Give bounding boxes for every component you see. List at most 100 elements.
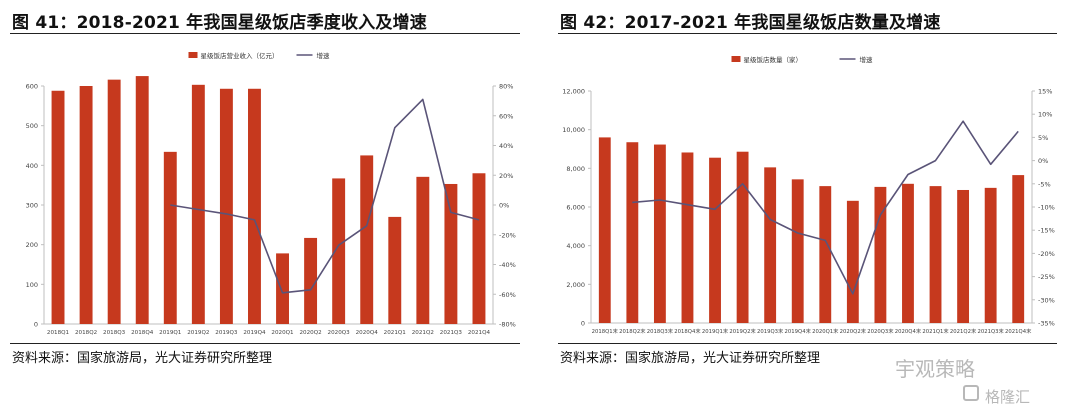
bar: [598, 137, 611, 323]
y-tick-label-left: 200: [26, 241, 38, 249]
bar: [791, 179, 804, 323]
bar: [764, 167, 777, 323]
y-tick-label-left: 12,000: [562, 88, 585, 96]
growth-line: [170, 98, 480, 294]
y-tick-label-right: 10%: [1038, 111, 1052, 119]
x-tick-label: 2018Q2: [75, 330, 97, 336]
y-tick-label-left: 0: [581, 320, 585, 328]
legend-label: 星级饭店数量（家）: [744, 55, 803, 64]
y-tick-label-right: 0%: [499, 202, 509, 210]
y-tick-label-right: -5%: [1038, 180, 1051, 188]
y-tick-label-right: 15%: [1038, 88, 1052, 96]
source-note: 资料来源：国家旅游局，光大证券研究所整理: [12, 351, 273, 366]
y-tick-label-right: -40%: [499, 261, 516, 269]
chart-title: 图 42：2017-2021 年我国星级饭店数量及增速: [560, 13, 941, 33]
y-tick-label-right: 5%: [1038, 134, 1048, 142]
y-tick-label-right: 0%: [1038, 157, 1048, 165]
y-tick-label-right: 40%: [499, 142, 513, 150]
y-tick-label-right: 20%: [499, 172, 513, 180]
x-tick-label: 2020Q3末: [867, 327, 894, 335]
chart-count: 星级饭店数量（家） 增速 0 2,000 4,000 6,000 8,000 10,000 12…: [562, 55, 1055, 335]
y-tick-label-right: -80%: [499, 321, 516, 329]
watermark-brand: 格隆汇: [985, 388, 1031, 406]
bar: [135, 76, 149, 324]
x-tick-label: 2021Q1末: [922, 327, 949, 335]
y-tick-label-right: -35%: [1038, 320, 1055, 328]
y-tick-label-left: 100: [26, 281, 38, 289]
y-tick-label-right: -15%: [1038, 227, 1055, 235]
bar: [163, 151, 177, 324]
growth-line: [632, 120, 1019, 295]
bar: [846, 200, 859, 323]
brand-logo-icon: [963, 385, 979, 401]
x-tick-label: 2020Q2: [299, 330, 321, 336]
chart-panel-count: 图 42：2017-2021 年我国星级饭店数量及增速 星级饭店数量（家） 增速 0…: [548, 0, 1067, 414]
bar: [874, 186, 887, 323]
bottom-rule: [558, 343, 1057, 344]
bar: [360, 155, 374, 324]
x-tick-label: 2018Q1: [47, 330, 70, 336]
bar: [819, 186, 832, 323]
chart-panel-revenue: 图 41：2018-2021 年我国星级饭店季度收入及增速 星级饭店营业收入（亿…: [0, 0, 530, 414]
x-tick-label: 2020Q4末: [895, 327, 922, 335]
y-tick-label-left: 600: [26, 83, 38, 91]
bar: [107, 79, 121, 324]
y-tick-label-left: 2,000: [566, 281, 585, 289]
y-tick-label-left: 8,000: [566, 165, 585, 173]
bar: [902, 183, 914, 323]
y-tick-label-right: 80%: [499, 83, 513, 91]
x-tick-label: 2019Q1末: [702, 327, 729, 335]
bar: [984, 187, 997, 323]
legend-bar-swatch: [731, 56, 741, 62]
chart-revenue: 星级饭店营业收入（亿元） 增速 0 100 200 300 400 500 600 -80% -60…: [26, 51, 516, 336]
bar: [332, 178, 346, 324]
bar: [276, 253, 289, 324]
legend-bar-swatch: [188, 52, 198, 58]
y-tick-label-left: 500: [26, 122, 38, 130]
chart-title: 图 41：2018-2021 年我国星级饭店季度收入及增速: [12, 13, 427, 33]
x-tick-label: 2020Q1: [271, 330, 294, 336]
y-tick-label-right: 60%: [499, 112, 513, 120]
x-tick-label: 2021Q2: [412, 330, 434, 336]
legend-label: 增速: [860, 55, 874, 64]
bar: [304, 237, 318, 324]
y-tick-label-left: 0: [34, 321, 38, 329]
source-note: 资料来源：国家旅游局，光大证券研究所整理: [560, 351, 821, 366]
x-tick-label: 2021Q1: [384, 330, 407, 336]
bar: [929, 186, 942, 323]
y-tick-label-right: -20%: [499, 231, 516, 239]
y-tick-label-left: 4,000: [566, 242, 585, 250]
y-tick-label-left: 10,000: [562, 126, 585, 134]
bar: [653, 144, 666, 323]
bar: [248, 88, 261, 324]
x-tick-label: 2020Q4: [356, 330, 379, 336]
x-tick-label: 2020Q3: [328, 330, 351, 336]
x-tick-label: 2018Q3末: [647, 327, 674, 335]
x-tick-label: 2020Q2末: [840, 327, 867, 335]
x-tick-label: 2019Q2: [187, 330, 209, 336]
x-tick-label: 2020Q1末: [812, 327, 839, 335]
x-tick-label: 2019Q1: [159, 330, 182, 336]
watermark-name: 宇观策略: [895, 357, 975, 381]
x-tick-label: 2021Q4末: [1005, 327, 1032, 335]
legend-label: 增速: [317, 51, 331, 60]
bar: [191, 84, 205, 324]
legend-label: 星级饭店营业收入（亿元）: [201, 51, 279, 60]
y-tick-label-left: 400: [26, 162, 38, 170]
title-rule: [558, 33, 1057, 34]
x-tick-label: 2019Q2末: [729, 327, 756, 335]
bar: [681, 152, 694, 323]
bar: [957, 189, 970, 323]
y-tick-label-left: 6,000: [566, 204, 585, 212]
y-tick-label-left: 300: [26, 202, 38, 210]
x-tick-label: 2019Q3: [215, 330, 238, 336]
bottom-rule: [10, 343, 520, 344]
x-tick-label: 2018Q4末: [674, 327, 701, 335]
y-tick-label-right: -30%: [1038, 296, 1055, 304]
x-tick-label: 2018Q2末: [619, 327, 646, 335]
y-tick-label-right: -60%: [499, 291, 516, 299]
bar: [51, 90, 65, 324]
x-tick-label: 2018Q4: [131, 330, 154, 336]
x-tick-label: 2018Q3: [103, 330, 126, 336]
bar: [444, 183, 458, 324]
